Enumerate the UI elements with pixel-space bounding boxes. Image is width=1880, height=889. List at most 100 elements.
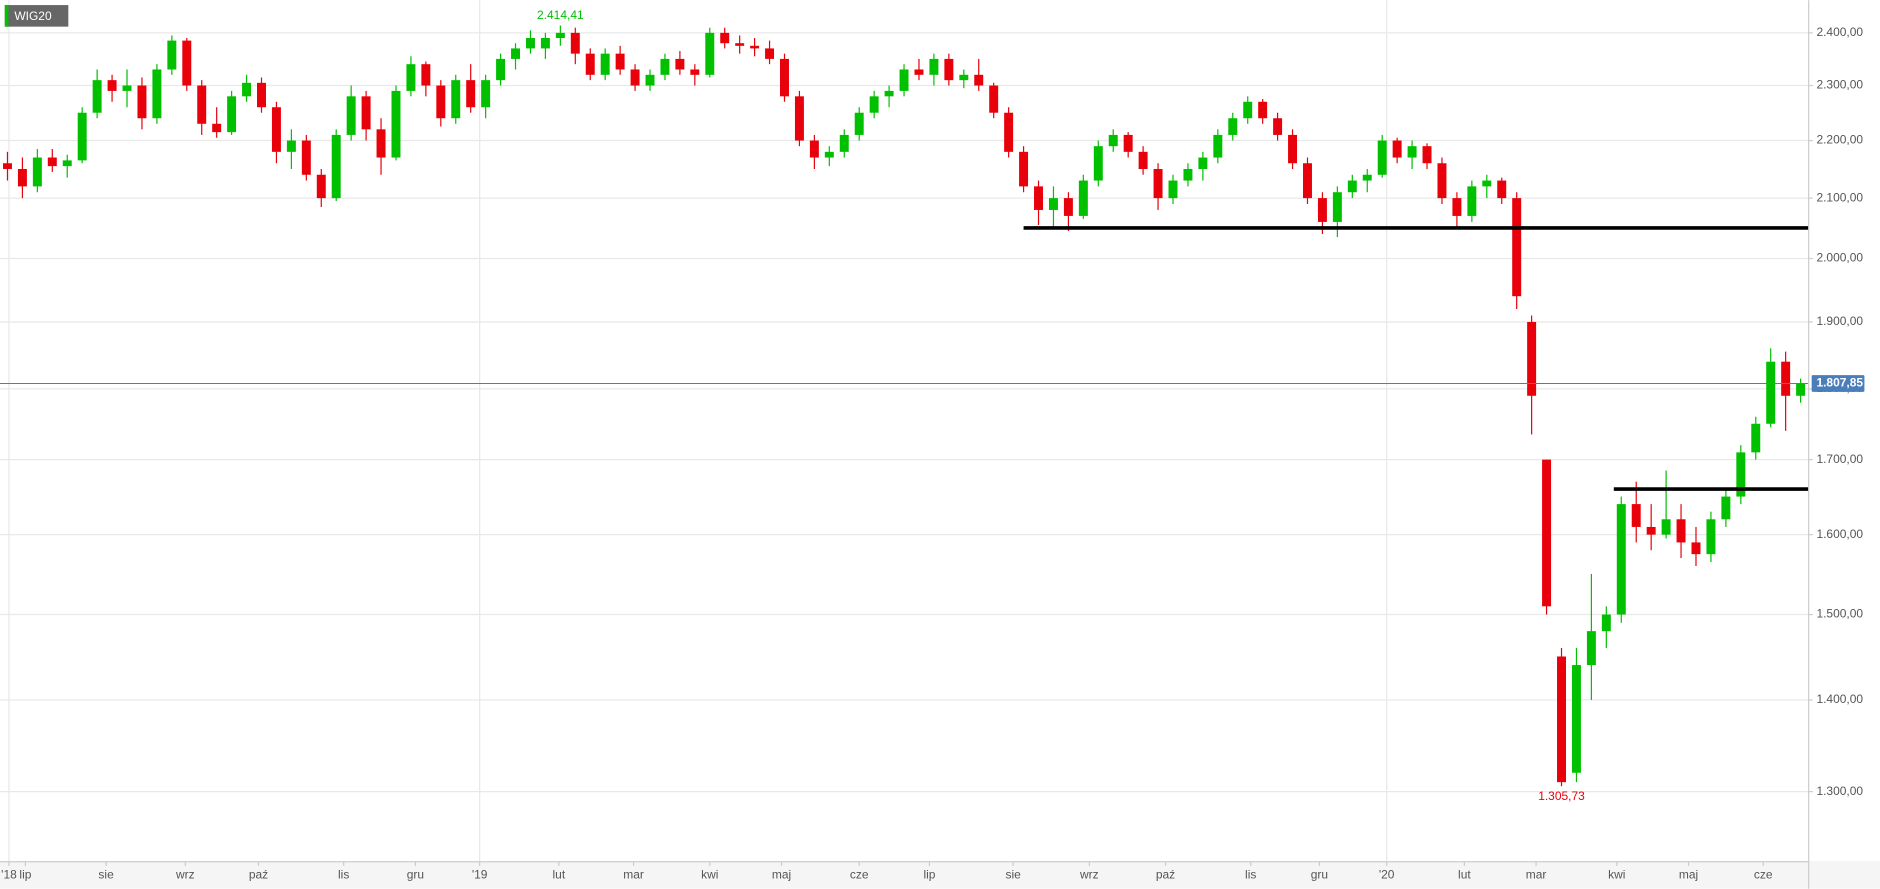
x-tick-label: gru xyxy=(407,868,424,882)
x-tick-label: '19 xyxy=(472,868,488,882)
candle-body xyxy=(974,74,984,86)
candle-body xyxy=(391,90,401,158)
candle-body xyxy=(780,58,789,97)
candle-body xyxy=(406,64,416,91)
y-tick-label: 1.500,00 xyxy=(1816,607,1863,621)
candle-body xyxy=(1482,180,1492,187)
candle-body xyxy=(824,151,834,158)
candle-body xyxy=(705,32,715,75)
candle-body xyxy=(1512,198,1522,297)
candle-body xyxy=(1332,192,1342,222)
candle-body xyxy=(1557,656,1566,783)
candle-body xyxy=(1407,146,1417,158)
candle-body xyxy=(107,80,117,91)
candle-body xyxy=(1004,112,1014,152)
candle-body xyxy=(1243,101,1253,119)
candle-body xyxy=(1123,134,1133,152)
candle-body xyxy=(570,32,580,54)
candle-body xyxy=(1377,140,1387,175)
candle-body xyxy=(1362,174,1372,181)
x-tick-label: wrz xyxy=(1079,868,1099,882)
candle-body xyxy=(47,157,57,167)
candle-body xyxy=(212,123,222,133)
candle-body xyxy=(301,140,311,175)
candle-body xyxy=(1467,186,1477,216)
candle-body xyxy=(316,174,326,199)
title-box xyxy=(4,5,69,27)
candle-body xyxy=(1721,496,1731,520)
x-tick-label: gru xyxy=(1311,868,1328,882)
candle-body xyxy=(585,53,595,75)
candle-body xyxy=(1288,134,1298,164)
candle-body xyxy=(1213,134,1223,158)
candle-body xyxy=(645,74,655,86)
candle-body xyxy=(944,58,954,81)
candle-body xyxy=(1273,118,1283,135)
candle-body xyxy=(914,69,924,75)
candle-body xyxy=(481,80,491,108)
candle-body xyxy=(1258,101,1268,119)
candle-body xyxy=(62,160,72,167)
candle-body xyxy=(1138,151,1148,169)
x-tick-label: kwi xyxy=(701,868,718,882)
candle-body xyxy=(32,157,42,187)
candle-body xyxy=(92,80,102,113)
x-tick-label: sie xyxy=(1005,868,1021,882)
x-tick-label: lut xyxy=(1458,868,1471,882)
candle-body xyxy=(1183,168,1193,181)
y-tick-label: 1.700,00 xyxy=(1816,452,1863,466)
x-tick-label: kwi xyxy=(1608,868,1625,882)
candle-body xyxy=(1034,186,1043,210)
x-tick-label: lip xyxy=(923,868,935,882)
y-tick-label: 2.400,00 xyxy=(1816,25,1863,39)
candle-body xyxy=(540,38,550,49)
candle-body xyxy=(1616,504,1626,615)
x-axis-band xyxy=(0,861,1880,889)
candle-body xyxy=(1706,519,1716,555)
candle-body xyxy=(152,69,162,119)
candle-body xyxy=(660,58,670,75)
candle-body xyxy=(765,48,775,59)
candle-body xyxy=(271,107,281,152)
candle-body xyxy=(690,69,700,75)
candle-body xyxy=(1228,118,1238,135)
candle-body xyxy=(122,85,132,91)
y-tick-label: 1.600,00 xyxy=(1816,527,1863,541)
x-tick-label: paź xyxy=(1156,868,1175,882)
candle-body xyxy=(1198,157,1208,169)
candle-body xyxy=(1661,519,1671,535)
candle-body xyxy=(1108,134,1118,147)
candle-body xyxy=(257,82,266,108)
candle-body xyxy=(1601,614,1611,632)
candle-body xyxy=(331,134,341,199)
title-accent xyxy=(4,5,9,27)
candle-body xyxy=(839,134,849,152)
x-tick-label: wrz xyxy=(175,868,195,882)
candle-body xyxy=(809,140,819,158)
candle-body xyxy=(451,80,461,119)
candle-body xyxy=(167,40,177,70)
y-tick-label: 1.300,00 xyxy=(1816,784,1863,798)
candle-body xyxy=(1317,198,1327,222)
last-price-label: 1.807,85 xyxy=(1816,376,1863,390)
candle-body xyxy=(346,96,356,135)
candle-body xyxy=(421,64,431,86)
candle-body xyxy=(1452,198,1462,216)
candle-body xyxy=(466,80,476,108)
candle-body xyxy=(854,112,864,135)
y-tick-label: 2.100,00 xyxy=(1816,190,1863,204)
x-tick-label: maj xyxy=(1679,868,1698,882)
candle-body xyxy=(1571,665,1581,773)
candle-body xyxy=(600,53,610,75)
candle-body xyxy=(511,48,521,59)
y-tick-label: 1.900,00 xyxy=(1816,314,1863,328)
candle-body xyxy=(1168,180,1178,199)
candle-body xyxy=(899,69,909,91)
candle-body xyxy=(1422,146,1432,164)
candle-body xyxy=(1497,180,1507,199)
candle-body xyxy=(929,58,939,75)
candle-body xyxy=(1781,361,1791,396)
x-tick-label: cze xyxy=(850,868,869,882)
marks xyxy=(2,25,1806,787)
